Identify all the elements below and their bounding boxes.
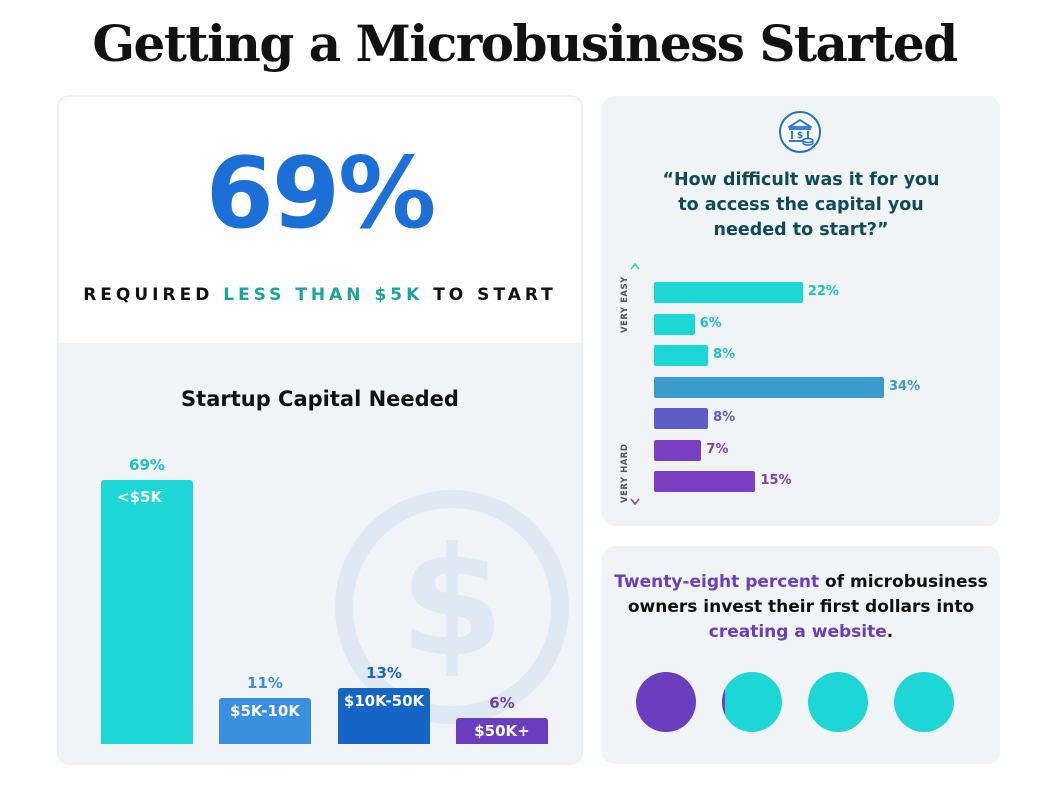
difficulty-bar bbox=[654, 439, 702, 461]
startup-capital-panel: 69% REQUIRED LESS THAN $5K TO START Star… bbox=[57, 95, 583, 765]
website-pie-circles bbox=[636, 672, 954, 732]
capital-bar-category: $50K+ bbox=[474, 722, 530, 740]
capital-bar-value: 11% bbox=[247, 674, 283, 692]
headline-section: 69% REQUIRED LESS THAN $5K TO START bbox=[59, 97, 581, 343]
website-stat-text: Twenty-eight percent of microbusiness ow… bbox=[602, 570, 1000, 645]
difficulty-bar-value: 22% bbox=[807, 284, 839, 299]
capital-bar-value: 6% bbox=[489, 694, 515, 712]
dollar-coin-icon: $ bbox=[335, 490, 569, 724]
svg-text:$: $ bbox=[400, 516, 504, 690]
capital-bar: $50K+ bbox=[456, 718, 548, 744]
pie-circle bbox=[894, 672, 954, 732]
stat-highlight-start: Twenty-eight percent bbox=[614, 572, 820, 592]
headline-caption: REQUIRED LESS THAN $5K TO START bbox=[59, 285, 581, 305]
pie-circle bbox=[636, 672, 696, 732]
capital-bar: $5K-10K bbox=[219, 698, 311, 744]
difficulty-bar bbox=[654, 376, 884, 398]
headline-percentage: 69% bbox=[205, 137, 437, 251]
headline-prefix: REQUIRED bbox=[83, 285, 214, 305]
difficulty-axis bbox=[630, 262, 640, 506]
pie-circle bbox=[722, 672, 782, 732]
capital-bar-category: $5K-10K bbox=[230, 702, 300, 720]
stat-middle: of microbusiness owners invest their fir… bbox=[627, 572, 988, 617]
capital-bar-value: 69% bbox=[129, 456, 165, 474]
difficulty-bar bbox=[654, 471, 756, 492]
bank-coin-icon: $ bbox=[779, 111, 821, 153]
difficulty-bar-value: 8% bbox=[713, 410, 736, 425]
capital-bar-category: <$5K bbox=[117, 488, 163, 506]
stat-end: . bbox=[886, 622, 894, 642]
axis-label-very-hard: VERY HARD bbox=[620, 443, 630, 503]
headline-highlight: LESS THAN $5K bbox=[223, 285, 424, 305]
difficulty-bar bbox=[654, 282, 803, 303]
pie-circle bbox=[808, 672, 868, 732]
difficulty-bar bbox=[654, 408, 709, 429]
capital-access-panel: $ “How difficult was it for you to acces… bbox=[602, 96, 1000, 526]
startup-capital-title: Startup Capital Needed bbox=[181, 387, 459, 411]
difficulty-bar-value: 34% bbox=[889, 378, 921, 394]
capital-bar: <$5K bbox=[101, 480, 193, 744]
survey-question-line: “How difficult was it for you bbox=[662, 170, 940, 190]
survey-question: “How difficult was it for you to access … bbox=[602, 168, 1000, 243]
headline-suffix: TO START bbox=[433, 285, 557, 305]
axis-label-very-easy: VERY EASY bbox=[620, 276, 630, 333]
difficulty-bar-value: 8% bbox=[713, 347, 736, 362]
survey-question-line: needed to start?” bbox=[713, 220, 889, 240]
capital-bar-value: 13% bbox=[366, 664, 402, 682]
difficulty-bar-value: 7% bbox=[706, 441, 729, 457]
difficulty-bar-value: 15% bbox=[760, 473, 792, 488]
page-title: Getting a Microbusiness Started bbox=[92, 14, 958, 73]
difficulty-bar bbox=[654, 313, 695, 335]
survey-question-line: to access the capital you bbox=[678, 195, 924, 215]
stat-highlight-end: creating a website bbox=[708, 622, 887, 642]
website-stat-panel: Twenty-eight percent of microbusiness ow… bbox=[602, 546, 1000, 764]
pie-circle-segment bbox=[722, 688, 726, 716]
capital-bar: $10K-50K bbox=[338, 688, 430, 744]
capital-bar-category: $10K-50K bbox=[343, 692, 425, 710]
difficulty-bar-value: 6% bbox=[699, 315, 722, 331]
svg-text:$: $ bbox=[797, 131, 803, 141]
difficulty-bar bbox=[654, 345, 709, 366]
